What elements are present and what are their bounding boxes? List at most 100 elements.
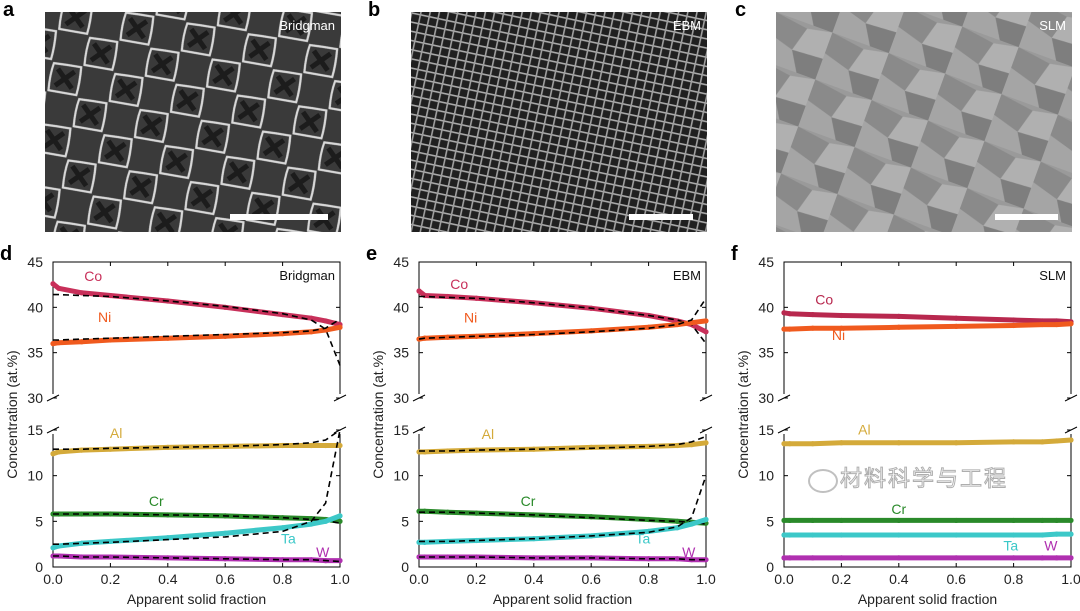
- lower-axis-frame: [418, 434, 707, 568]
- fit-line-al: [419, 435, 707, 452]
- micrograph-title: SLM: [1039, 18, 1066, 33]
- y-tick-label: 35: [758, 345, 774, 361]
- series-label-ni: Ni: [832, 327, 845, 343]
- slm-texture: [776, 12, 1072, 232]
- y-tick-label: 30: [27, 390, 43, 406]
- y-tick-label: 40: [27, 299, 43, 315]
- data-point-al: [50, 451, 56, 457]
- fit-line-cr: [419, 511, 707, 525]
- data-point-ta: [445, 538, 451, 545]
- micrograph-ebm: EBM: [411, 12, 707, 232]
- data-point-al: [422, 449, 428, 455]
- data-point-ni: [787, 326, 793, 332]
- data-point-al: [308, 442, 314, 449]
- y-tick-label: 10: [758, 468, 774, 484]
- x-tick-label: 1.0: [330, 571, 350, 587]
- data-point-cr: [416, 508, 422, 514]
- data-point-cr: [953, 517, 959, 524]
- series-label-al: Al: [110, 425, 122, 441]
- data-point-al: [1011, 439, 1017, 445]
- series-line-ta: [50, 513, 343, 551]
- data-point-co: [323, 318, 329, 324]
- data-point-ta: [810, 532, 816, 538]
- data-point-ni: [79, 339, 85, 345]
- x-tick-label: 0.6: [581, 571, 601, 587]
- data-point-al: [781, 441, 787, 447]
- chart-e: e 30 35 40 45 0 5 10 15 0.0 0.2 0.4 0.6 0.8 1.0 Apparen…: [366, 243, 716, 607]
- lower-axis-frame: [783, 434, 1072, 568]
- series-label-al: Al: [482, 426, 494, 442]
- data-point-ni: [1039, 321, 1045, 328]
- data-point-ta: [323, 518, 329, 524]
- y-axis-label: Concentration (at.%): [370, 350, 386, 478]
- x-tick-label: 0.0: [43, 571, 63, 587]
- data-point-w: [473, 554, 479, 560]
- series-label-al: Al: [858, 422, 870, 438]
- panel-letter: d: [0, 243, 12, 265]
- data-point-cr: [280, 515, 286, 521]
- bridgman-texture: [45, 12, 341, 232]
- panel-letter: e: [366, 243, 377, 265]
- data-point-w: [79, 554, 85, 560]
- data-point-w: [896, 555, 902, 561]
- series-line-ni: [781, 321, 1074, 332]
- data-point-w: [280, 557, 286, 563]
- x-tick-label: 0.4: [524, 571, 544, 587]
- lower-axis-frame: [52, 434, 341, 568]
- data-point-w: [1068, 555, 1074, 561]
- y-tick-label: 10: [393, 468, 409, 484]
- data-point-cr: [674, 518, 680, 524]
- y-axis-label: Concentration (at.%): [4, 350, 20, 478]
- scale-bar: [995, 214, 1058, 220]
- data-point-co: [896, 313, 902, 319]
- x-tick-label: 0.6: [215, 571, 235, 587]
- y-tick-label: 5: [401, 513, 409, 529]
- fit-line-w: [419, 556, 706, 561]
- y-tick-label: 10: [27, 468, 43, 484]
- x-tick-label: 0.0: [409, 571, 429, 587]
- x-axis-label: Apparent solid fraction: [858, 591, 997, 607]
- series-label-w: W: [1044, 538, 1058, 554]
- x-axis-label: Apparent solid fraction: [127, 591, 266, 607]
- x-tick-label: 0.2: [101, 571, 121, 587]
- fit-line-ni: [418, 297, 707, 340]
- panel-letter: f: [731, 243, 738, 265]
- y-tick-label: 30: [758, 390, 774, 406]
- data-point-ta: [308, 521, 314, 527]
- data-point-w: [810, 555, 816, 561]
- data-point-co: [703, 329, 709, 335]
- data-point-ni: [50, 341, 56, 347]
- data-point-ni: [107, 337, 113, 343]
- data-point-al: [787, 441, 793, 447]
- y-tick-label: 35: [27, 345, 43, 361]
- data-point-cr: [107, 511, 113, 517]
- data-point-ta: [79, 540, 85, 546]
- data-point-cr: [445, 509, 451, 515]
- data-point-ni: [838, 325, 844, 331]
- fit-line-al: [53, 429, 341, 450]
- y-tick-label: 15: [27, 422, 43, 438]
- data-point-al: [323, 442, 329, 449]
- series-label-w: W: [316, 544, 330, 560]
- fit-line-co: [419, 295, 707, 345]
- y-tick-label: 0: [35, 559, 43, 575]
- scale-bar: [230, 214, 328, 220]
- data-point-al: [689, 442, 695, 448]
- series-label-ta: Ta: [635, 530, 650, 546]
- x-tick-label: 0.8: [1004, 571, 1024, 587]
- fit-line-co: [53, 293, 341, 366]
- data-point-co: [445, 293, 451, 300]
- series-line-ni: [416, 318, 709, 342]
- data-point-co: [416, 288, 422, 294]
- x-tick-label: 0.2: [467, 571, 487, 587]
- series-line-ta: [781, 531, 1074, 538]
- data-point-ta: [50, 545, 56, 551]
- data-point-w: [838, 555, 844, 561]
- x-axis-label: Apparent solid fraction: [493, 591, 632, 607]
- data-point-ta: [703, 516, 709, 523]
- data-point-co: [79, 290, 85, 296]
- data-point-w: [646, 556, 652, 562]
- data-point-ni: [473, 333, 479, 339]
- data-point-cr: [1039, 517, 1045, 524]
